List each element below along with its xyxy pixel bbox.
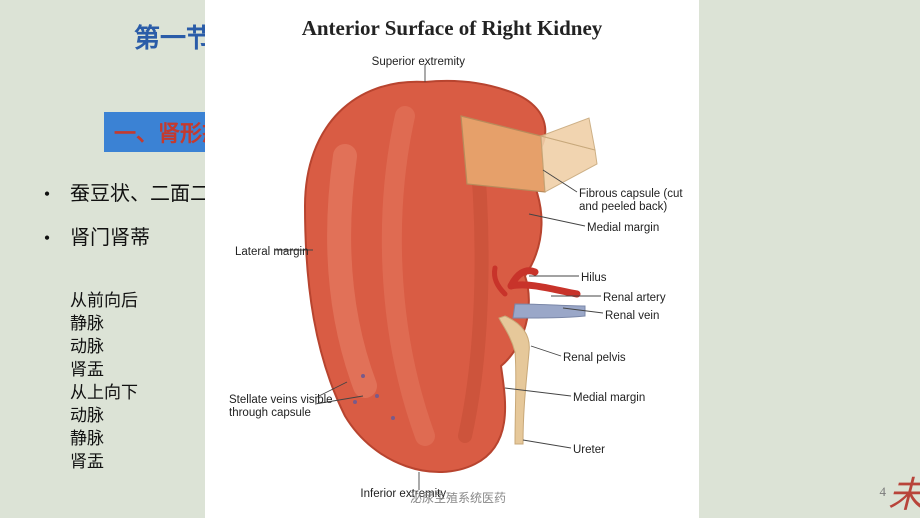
signature-icon: 未 — [888, 466, 920, 518]
diagram-title: Anterior Surface of Right Kidney — [205, 16, 699, 41]
anatomy-label: Renal pelvis — [563, 352, 626, 365]
kidney-illustration — [205, 46, 699, 518]
anatomy-label: Ureter — [573, 444, 605, 457]
anatomy-label: Fibrous capsule (cutand peeled back) — [579, 188, 683, 214]
stellate-vein-dot — [353, 400, 357, 404]
sub-item: 动脉 — [70, 405, 138, 428]
sub-item: 动脉 — [70, 336, 138, 359]
kidney-diagram: Anterior Surface of Right Kidney — [205, 0, 699, 518]
anatomy-label: Renal artery — [603, 292, 666, 305]
page-number: 4 — [880, 484, 887, 500]
stellate-vein-dot — [391, 416, 395, 420]
bullet-item: • 蚕豆状、二面二缘 — [24, 172, 230, 216]
anatomy-label: Lateral margin — [235, 246, 345, 259]
anatomy-label: Stellate veins visiblethrough capsule — [229, 394, 339, 420]
sub-list: 从前向后 静脉 动脉 肾盂 从上向下 动脉 静脉 肾盂 — [70, 290, 138, 474]
stellate-vein-dot — [361, 374, 365, 378]
anatomy-label: Medial margin — [573, 392, 645, 405]
footer-text: 泌尿生殖系统医药 — [410, 489, 506, 506]
bullet-text: 肾门肾蒂 — [70, 216, 150, 260]
bullet-dot-icon: • — [24, 175, 70, 215]
bullet-list: • 蚕豆状、二面二缘 • 肾门肾蒂 — [24, 172, 230, 260]
renal-vein — [513, 304, 585, 318]
bullet-dot-icon: • — [24, 219, 70, 259]
anatomy-label: Medial margin — [587, 222, 659, 235]
anatomy-label: Hilus — [581, 272, 607, 285]
sub-item: 肾盂 — [70, 451, 138, 474]
slide: 第一节 肾 一、肾形态 • 蚕豆状、二面二缘 • 肾门肾蒂 从前向后 静脉 动脉… — [0, 0, 920, 518]
sub-item: 肾盂 — [70, 359, 138, 382]
sub-item: 静脉 — [70, 428, 138, 451]
sub-item: 从上向下 — [70, 382, 138, 405]
anatomy-label: Superior extremity — [372, 56, 465, 69]
sub-item: 静脉 — [70, 313, 138, 336]
anatomy-label: Renal vein — [605, 310, 659, 323]
bullet-item: • 肾门肾蒂 — [24, 216, 230, 260]
stellate-vein-dot — [375, 394, 379, 398]
sub-item: 从前向后 — [70, 290, 138, 313]
